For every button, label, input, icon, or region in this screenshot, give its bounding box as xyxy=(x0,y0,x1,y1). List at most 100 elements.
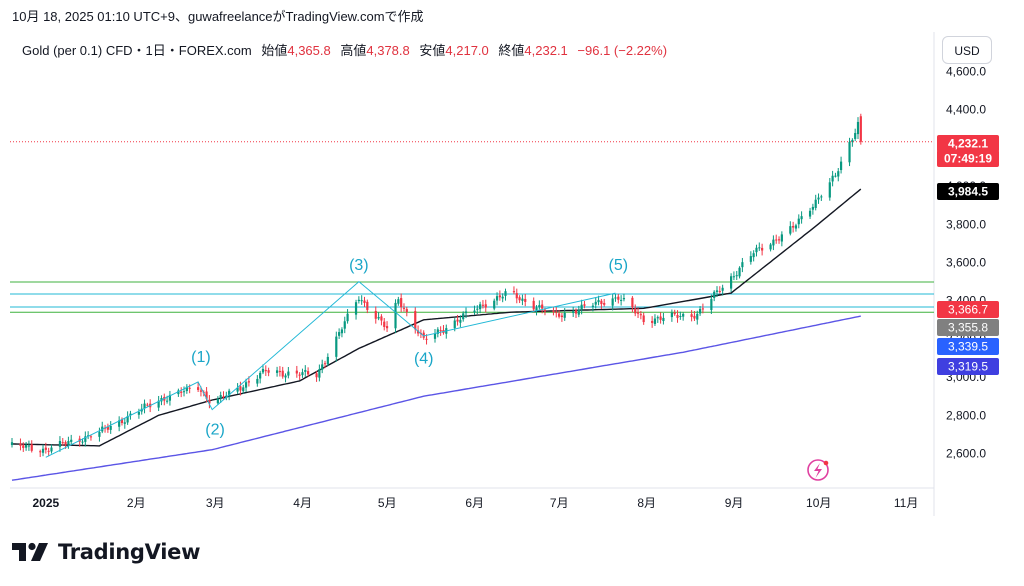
candle-body xyxy=(715,290,719,292)
price-tag-label: 4,232.1 xyxy=(948,137,988,151)
horizontal-levels xyxy=(10,281,934,313)
symbol-legend: Gold (per 0.1) CFD・1日・FOREX.com 始値4,365.… xyxy=(22,40,667,59)
candle-body xyxy=(405,309,408,313)
candle-body xyxy=(504,291,507,296)
price-tags: 4,232.107:49:19 3,984.5 3,366.7 3,355.8 3,33… xyxy=(937,135,999,375)
candle-body xyxy=(572,311,575,313)
candle-body xyxy=(275,370,279,373)
price-tag-label: 3,339.5 xyxy=(948,340,988,354)
time-axis-label: 4月 xyxy=(293,496,312,510)
low-value: 4,217.0 xyxy=(445,43,489,58)
currency-button[interactable]: USD xyxy=(942,36,992,64)
candle-body xyxy=(47,450,50,452)
candle-body xyxy=(304,370,307,372)
candle-body xyxy=(662,317,665,322)
candle-body xyxy=(698,308,702,314)
candle-body xyxy=(820,196,823,198)
candle-body xyxy=(631,297,634,308)
candle-body xyxy=(501,296,504,299)
candle-body xyxy=(380,316,383,321)
candle-body xyxy=(473,310,476,313)
candle-body xyxy=(44,447,47,450)
symbol-title[interactable]: Gold (per 0.1) CFD・1日・FOREX.com xyxy=(22,43,252,58)
candlestick-series xyxy=(10,113,862,458)
candle-body xyxy=(851,139,854,143)
candle-body xyxy=(772,239,775,246)
elliott-wave-drawings[interactable]: (1) (2) (3) (4) (5) xyxy=(45,257,628,458)
candle-body xyxy=(25,445,28,448)
candle-body xyxy=(239,386,242,391)
candle-body xyxy=(216,398,219,404)
time-axis-label: 2月 xyxy=(127,496,146,510)
candle-body xyxy=(343,321,346,329)
candle-body xyxy=(676,315,679,318)
candle-body xyxy=(374,310,377,319)
candle-body xyxy=(552,310,555,312)
candle-body xyxy=(228,390,231,396)
candle-body xyxy=(600,300,603,305)
candle-body xyxy=(106,426,109,430)
candle-body xyxy=(357,299,360,302)
candle-body xyxy=(261,368,265,373)
candle-body xyxy=(354,302,358,315)
tradingview-wordmark: TradingView xyxy=(58,540,201,564)
candle-body xyxy=(642,315,645,323)
candle-body xyxy=(22,445,25,448)
candle-body xyxy=(123,422,126,424)
candle-body xyxy=(710,298,713,310)
candle-body xyxy=(701,308,704,310)
candle-body xyxy=(493,300,496,309)
price-tag-label: 3,319.5 xyxy=(948,360,988,374)
candle-body xyxy=(538,305,541,308)
time-axis[interactable]: 2025 2月 3月 4月 5月 6月 7月 8月 9月 10月 11月 xyxy=(32,496,918,510)
candle-body xyxy=(397,299,400,304)
candle-body xyxy=(416,330,420,334)
candle-body xyxy=(208,399,211,404)
candle-body xyxy=(620,299,623,301)
high-label: 高値 xyxy=(340,43,367,58)
tradingview-logo: TradingView xyxy=(12,537,200,567)
candle-body xyxy=(574,310,578,314)
candle-body xyxy=(58,441,62,447)
candle-body xyxy=(400,298,403,308)
time-axis-label: 7月 xyxy=(550,496,569,510)
candle-body xyxy=(755,247,758,253)
flash-icon[interactable] xyxy=(807,459,829,481)
candle-body xyxy=(182,391,186,393)
price-axis-label: 4,400.0 xyxy=(946,103,986,117)
price-axis[interactable]: 2,600.02,800.03,000.03,200.03,400.03,600… xyxy=(946,65,986,461)
wave-label: (3) xyxy=(349,257,369,274)
change-value: −96.1 (−2.22%) xyxy=(577,43,668,58)
price-tag-box xyxy=(937,358,999,375)
candle-body xyxy=(834,175,837,177)
candle-body xyxy=(180,391,183,393)
candle-body xyxy=(402,307,406,309)
candle-body xyxy=(137,412,140,415)
candle-body xyxy=(366,301,369,310)
candle-body xyxy=(476,308,479,310)
moving-average-long xyxy=(11,315,861,481)
candle-body xyxy=(560,315,563,318)
price-tag-label: 3,355.8 xyxy=(948,321,988,335)
candle-body xyxy=(738,267,741,277)
candle-body xyxy=(634,308,637,314)
candle-body xyxy=(814,199,817,208)
candle-body xyxy=(118,420,121,427)
candle-body xyxy=(39,451,42,453)
candle-body xyxy=(735,275,738,277)
candle-body xyxy=(543,309,547,312)
candle-body xyxy=(659,316,662,320)
candle-body xyxy=(854,133,857,139)
time-axis-label: 8月 xyxy=(637,496,656,510)
candle-body xyxy=(340,329,344,334)
price-axis-label: 3,800.0 xyxy=(946,217,986,231)
wave-path xyxy=(45,280,616,458)
candle-body xyxy=(555,312,558,314)
candle-body xyxy=(498,295,501,298)
candle-body xyxy=(718,291,721,293)
candle-body xyxy=(837,171,840,177)
candle-body xyxy=(453,320,456,329)
close-label: 終値 xyxy=(498,43,525,58)
candle-body xyxy=(433,333,437,339)
